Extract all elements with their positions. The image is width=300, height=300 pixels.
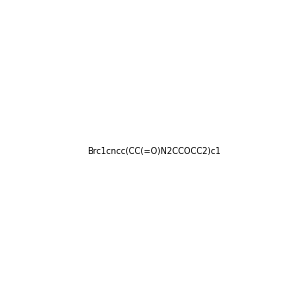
Text: Brc1cncc(CC(=O)N2CCOCC2)c1: Brc1cncc(CC(=O)N2CCOCC2)c1 [87,147,220,156]
